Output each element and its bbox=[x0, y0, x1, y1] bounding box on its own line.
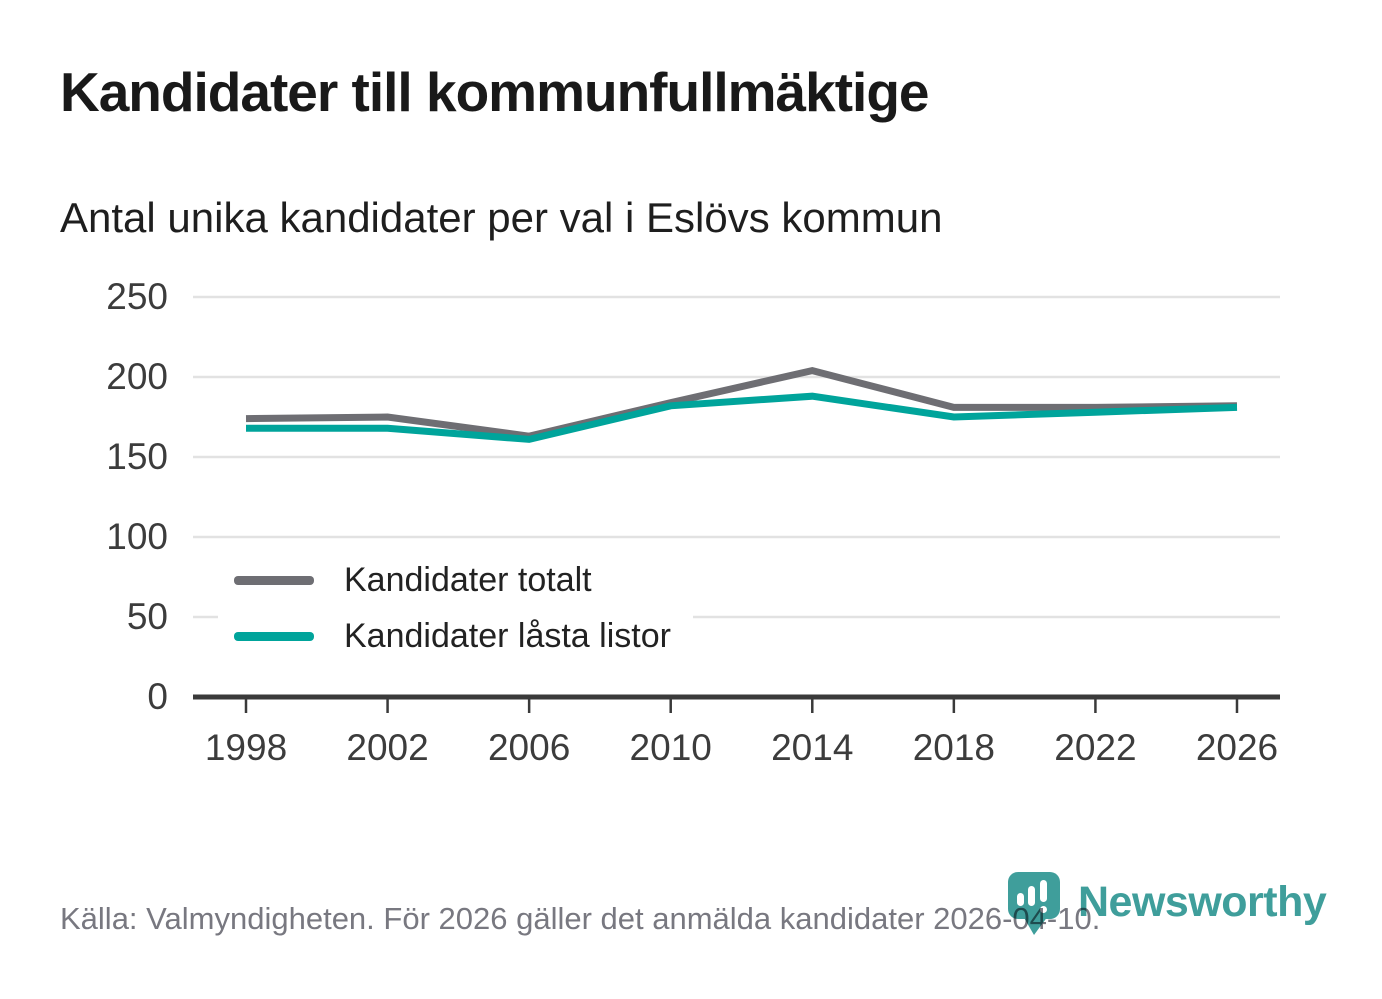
y-tick-label: 200 bbox=[106, 356, 168, 397]
y-tick-label: 50 bbox=[127, 596, 168, 637]
legend-swatch-total-line bbox=[234, 575, 314, 585]
page-title: Kandidater till kommunfullmäktige bbox=[60, 61, 930, 123]
y-tick-label: 100 bbox=[106, 516, 168, 557]
x-tick-label: 2014 bbox=[771, 727, 853, 768]
legend-swatch-locked-line bbox=[234, 631, 314, 641]
line-chart: 0 50 100 150 200 250 1998 2002 2006 2010 2014 2018 2… bbox=[106, 276, 1280, 768]
x-tick-label: 1998 bbox=[205, 727, 287, 768]
x-tick-label: 2026 bbox=[1196, 727, 1278, 768]
newsworthy-logo: Newsworthy bbox=[1008, 872, 1327, 938]
legend-label-locked: Kandidater låsta listor bbox=[344, 616, 671, 655]
newsworthy-wordmark: Newsworthy bbox=[1078, 878, 1327, 926]
chart-legend: Kandidater totalt Kandidater låsta listo… bbox=[218, 546, 693, 670]
y-tick-label: 0 bbox=[147, 676, 168, 717]
legend-label-total: Kandidater totalt bbox=[344, 560, 592, 599]
series-line-locked bbox=[246, 392, 1238, 443]
y-tick-label: 150 bbox=[106, 436, 168, 477]
newsworthy-speech-bubble-bar-chart-icon bbox=[1008, 872, 1060, 935]
x-tick-label: 2006 bbox=[488, 727, 570, 768]
x-tick-label: 2010 bbox=[630, 727, 712, 768]
source-note: Källa: Valmyndigheten. För 2026 gäller d… bbox=[60, 901, 1101, 936]
legend-item-locked-lists: Kandidater låsta listor bbox=[234, 608, 671, 664]
legend-item-total: Kandidater totalt bbox=[234, 552, 671, 608]
chart-subtitle: Antal unika kandidater per val i Eslövs … bbox=[60, 194, 943, 241]
x-tick-label: 2022 bbox=[1054, 727, 1136, 768]
series-line-total bbox=[245, 366, 1238, 440]
x-tick-label: 2018 bbox=[913, 727, 995, 768]
y-tick-label: 250 bbox=[106, 276, 168, 317]
x-tick-label: 2002 bbox=[346, 727, 428, 768]
